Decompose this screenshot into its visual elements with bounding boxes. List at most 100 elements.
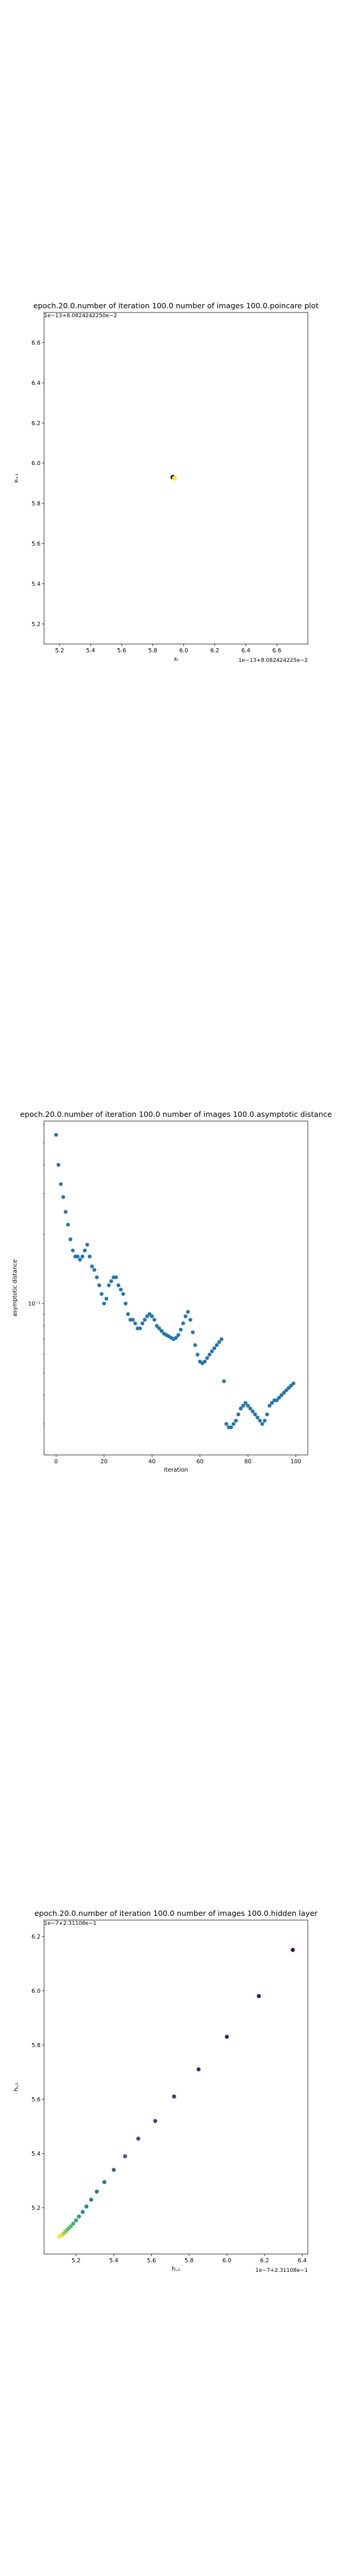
- asymptotic-title: epoch.20.0.number of iteration 100.0 num…: [20, 1110, 332, 1119]
- asymptotic-xtick-label: 80: [244, 1459, 251, 1465]
- asymptotic-point: [145, 1314, 149, 1318]
- asymptotic-point: [205, 1356, 210, 1360]
- poincare-xtick-label: 6.6: [272, 648, 281, 654]
- asymptotic-point: [207, 1352, 212, 1357]
- asymptotic-point: [92, 1268, 96, 1272]
- asymptotic-point: [130, 1318, 135, 1322]
- asymptotic-point: [255, 1415, 260, 1420]
- asymptotic-point: [253, 1412, 257, 1417]
- hidden-layer-point: [197, 2067, 201, 2072]
- hidden-layer-frame: [43, 1919, 308, 2255]
- poincare-ylabel: xᵢ₊₁: [13, 473, 20, 483]
- asymptotic-xtick-label: 100: [291, 1459, 301, 1465]
- hidden-layer-ylabel: hᵢ,₂: [13, 2083, 20, 2092]
- poincare-xtick-label: 6.0: [179, 648, 188, 654]
- asymptotic-point: [210, 1349, 214, 1354]
- asymptotic-ytick-label: 10⁻¹: [28, 1301, 40, 1308]
- asymptotic-point: [251, 1409, 255, 1414]
- asymptotic-point: [109, 1279, 113, 1283]
- asymptotic-point: [95, 1275, 99, 1280]
- asymptotic-point: [68, 1237, 73, 1241]
- poincare-title: epoch.20.0.number of iteration 100.0 num…: [33, 301, 319, 310]
- poincare-xtick-label: 5.2: [55, 648, 64, 654]
- asymptotic-point: [241, 1404, 245, 1408]
- hidden-layer-point: [172, 2094, 176, 2099]
- asymptotic-point: [99, 1292, 104, 1296]
- hidden-layer-point: [153, 2119, 158, 2123]
- hidden-layer-point: [80, 2210, 85, 2214]
- asymptotic-point: [275, 1398, 279, 1402]
- hidden-layer-xtick-label: 5.4: [110, 2258, 119, 2264]
- hidden-layer-y-offset-text: 1e−7+2.31108e−1: [44, 1921, 96, 1927]
- poincare-y-offset-text: 1e−13+8.0824242250e−2: [44, 313, 117, 319]
- asymptotic-point: [195, 1352, 199, 1357]
- hidden-layer-point: [136, 2137, 141, 2141]
- asymptotic-point: [236, 1412, 241, 1417]
- poincare-ytick-label: 6.4: [32, 380, 40, 386]
- hidden-layer-xtick-label: 5.8: [185, 2258, 194, 2264]
- asymptotic-point: [83, 1248, 87, 1253]
- asymptotic-point: [61, 1195, 66, 1199]
- asymptotic-point: [119, 1287, 123, 1292]
- asymptotic-point: [217, 1340, 222, 1344]
- asymptotic-point: [142, 1318, 147, 1322]
- poincare-ytick-label: 5.2: [32, 621, 40, 628]
- asymptotic-point: [97, 1283, 101, 1287]
- asymptotic-point: [102, 1301, 106, 1306]
- asymptotic-point: [202, 1360, 207, 1364]
- poincare-ytick-label: 5.8: [32, 501, 40, 507]
- poincare-xlabel: xᵢ: [174, 656, 179, 662]
- asymptotic-point: [277, 1395, 281, 1400]
- asymptotic-point: [160, 1329, 164, 1333]
- asymptotic-point: [289, 1383, 294, 1388]
- asymptotic-point: [58, 1182, 63, 1186]
- hidden-layer-xlabel: hᵢ,₁: [172, 2266, 180, 2272]
- asymptotic-point: [263, 1419, 267, 1423]
- asymptotic-ylabel: asymptotic distance: [12, 1259, 18, 1317]
- hidden-layer-title: epoch.20.0.number of iteration 100.0 num…: [35, 1909, 318, 1918]
- asymptotic-point: [267, 1404, 272, 1408]
- asymptotic-point: [244, 1401, 248, 1405]
- hidden-layer-xtick-label: 6.0: [222, 2258, 231, 2264]
- asymptotic-point: [157, 1326, 161, 1330]
- asymptotic-point: [126, 1312, 130, 1316]
- asymptotic-point: [66, 1222, 70, 1227]
- asymptotic-point: [291, 1381, 296, 1386]
- hidden-layer-xtick-label: 6.4: [298, 2258, 307, 2264]
- asymptotic-point: [279, 1393, 283, 1397]
- asymptotic-point: [233, 1419, 238, 1423]
- asymptotic-point: [183, 1314, 188, 1318]
- asymptotic-xlabel: iteration: [164, 1467, 188, 1473]
- hidden-layer-ytick-label: 5.8: [32, 2042, 40, 2049]
- asymptotic-point: [148, 1312, 152, 1316]
- hidden-layer-point: [71, 2221, 76, 2226]
- poincare-ytick-label: 6.6: [32, 340, 40, 346]
- hidden-layer-point: [257, 1994, 261, 1998]
- asymptotic-point: [152, 1318, 157, 1322]
- hidden-layer-point: [95, 2189, 99, 2194]
- poincare-ytick-label: 6.0: [32, 460, 40, 467]
- hidden-layer-ytick-label: 6.2: [32, 1934, 40, 1940]
- asymptotic-point: [248, 1406, 252, 1411]
- asymptotic-point: [270, 1401, 274, 1405]
- asymptotic-point: [265, 1412, 269, 1417]
- hidden-layer-point: [102, 2179, 107, 2184]
- asymptotic-point: [90, 1264, 94, 1268]
- hidden-layer-ytick-label: 6.0: [32, 1988, 40, 1995]
- asymptotic-point: [85, 1243, 89, 1247]
- poincare-frame: [43, 312, 308, 645]
- poincare-chart: epoch.20.0.number of iteration 100.0 num…: [13, 301, 319, 664]
- asymptotic-point: [212, 1346, 217, 1351]
- hidden-layer-point: [57, 2234, 62, 2239]
- asymptotic-point: [114, 1275, 119, 1280]
- hidden-layer-chart: epoch.20.0.number of iteration 100.0 num…: [13, 1909, 318, 2274]
- hidden-layer-point: [111, 2168, 116, 2172]
- asymptotic-point: [222, 1379, 226, 1383]
- asymptotic-point: [71, 1248, 75, 1253]
- asymptotic-xtick-label: 40: [148, 1459, 155, 1465]
- asymptotic-point: [193, 1343, 197, 1347]
- asymptotic-point: [219, 1337, 224, 1342]
- hidden-layer-ytick-label: 5.6: [32, 2097, 40, 2103]
- poincare-xtick-label: 5.8: [148, 648, 157, 654]
